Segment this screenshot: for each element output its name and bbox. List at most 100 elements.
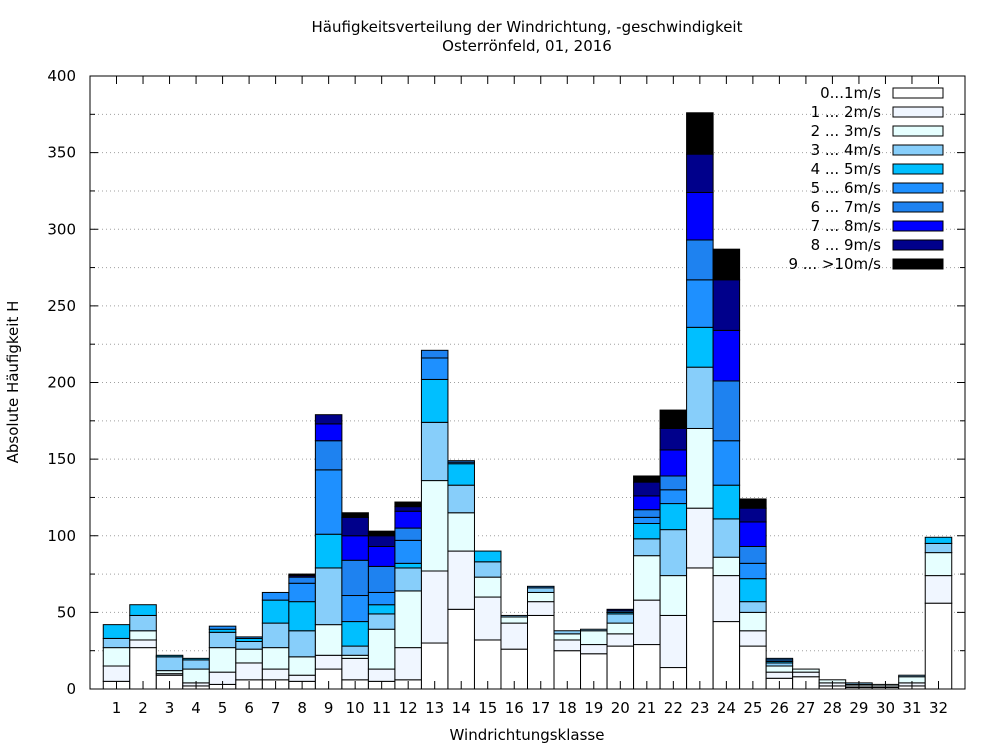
- bar-segment-20-9: [606, 608, 635, 612]
- bar-segment-20-3: [606, 622, 635, 635]
- bar-segment-13-6: [420, 357, 449, 380]
- bar-segment-4-3: [182, 668, 210, 684]
- chart-subtitle: Osterrönfeld, 01, 2016: [442, 37, 612, 55]
- bar-segment-12-7: [394, 527, 422, 541]
- bar-segment-10-9: [341, 516, 369, 537]
- bar-segment-19-2: [580, 644, 608, 655]
- bar-segment-9-3: [314, 624, 343, 656]
- bar-segment-2-3: [129, 630, 157, 641]
- bar-segment-2-2: [129, 639, 157, 649]
- bar-segment-18-3: [553, 633, 582, 641]
- bar-segment-8-6: [288, 582, 316, 603]
- bar-segment-17-2: [527, 601, 555, 616]
- bar-segment-20-2: [606, 633, 635, 647]
- x-tick-label: 7: [271, 699, 281, 717]
- bar-segment-25-7: [739, 545, 767, 564]
- bar-segment-25-8: [739, 521, 767, 547]
- x-tick-label: 19: [584, 699, 603, 717]
- bar-segment-8-3: [288, 656, 316, 676]
- bar-segment-8-10: [288, 573, 316, 577]
- bar-segment-11-8: [367, 545, 396, 567]
- bar-segment-11-4: [367, 613, 396, 630]
- x-tick-label: 27: [796, 699, 815, 717]
- bar-segment-22-9: [659, 427, 688, 451]
- bar-segment-14-7: [447, 460, 475, 463]
- bar-segment-24-2: [712, 575, 741, 623]
- bar-segment-22-4: [659, 529, 688, 577]
- bars: [102, 112, 953, 690]
- bar-segment-2-5: [129, 604, 157, 616]
- bar-segment-24-3: [712, 556, 741, 577]
- x-tick-label: 25: [743, 699, 762, 717]
- bar-segment-22-2: [659, 614, 688, 669]
- bar-segment-10-2: [341, 657, 369, 681]
- x-tick-label: 15: [478, 699, 497, 717]
- bar-segment-12-9: [394, 506, 422, 512]
- legend-swatch: [892, 239, 944, 251]
- bar-segment-16-2: [500, 622, 529, 650]
- bar-segment-26-3: [765, 665, 794, 673]
- bar-segment-13-7: [420, 349, 449, 359]
- bar-segment-14-2: [447, 550, 475, 610]
- bar-segment-24-10: [712, 248, 741, 281]
- x-tick-label: 12: [399, 699, 418, 717]
- bar-segment-24-5: [712, 484, 741, 520]
- bar-segment-1-4: [102, 637, 131, 649]
- x-tick-label: 10: [346, 699, 365, 717]
- bar-segment-18-2: [553, 639, 582, 652]
- bar-segment-21-8: [633, 495, 661, 511]
- x-tick-label: 5: [218, 699, 228, 717]
- x-tick-label: 17: [531, 699, 550, 717]
- bar-segment-24-1: [712, 621, 741, 690]
- x-tick-label: 11: [372, 699, 391, 717]
- legend-label: 0...1m/s: [820, 84, 881, 102]
- bar-segment-13-2: [420, 570, 449, 644]
- bar-segment-32-5: [924, 536, 953, 544]
- bar-segment-10-5: [341, 621, 369, 647]
- bar-segment-22-6: [659, 489, 688, 505]
- legend-label: 4 ... 5m/s: [811, 160, 882, 178]
- legend-swatch: [892, 220, 944, 232]
- bar-segment-21-10: [633, 475, 661, 483]
- x-tick-label: 28: [823, 699, 842, 717]
- bar-segment-12-2: [394, 647, 422, 681]
- bar-segment-17-4: [527, 587, 555, 593]
- bar-segment-16-3: [500, 616, 529, 624]
- y-tick-label: 50: [57, 603, 76, 621]
- bar-segment-12-4: [394, 567, 422, 592]
- bar-segment-9-4: [314, 567, 343, 626]
- bar-segment-9-7: [314, 440, 343, 471]
- bar-segment-11-2: [367, 668, 396, 682]
- bar-segment-7-6: [261, 591, 290, 601]
- bar-segment-12-5: [394, 562, 422, 569]
- bar-segment-3-4: [155, 656, 184, 672]
- bar-segment-12-8: [394, 510, 422, 529]
- bar-segment-11-9: [367, 535, 396, 547]
- bar-segment-25-2: [739, 630, 767, 647]
- bar-segment-31-4: [898, 674, 926, 678]
- bar-segment-19-4: [580, 628, 608, 632]
- bar-segment-2-4: [129, 614, 157, 632]
- bar-segment-18-4: [553, 630, 582, 635]
- y-tick-label: 300: [47, 220, 76, 238]
- bar-segment-32-3: [924, 552, 953, 577]
- bar-segment-26-2: [765, 671, 794, 679]
- bar-segment-16-4: [500, 614, 529, 618]
- bar-segment-9-6: [314, 469, 343, 535]
- bar-segment-11-7: [367, 565, 396, 593]
- bar-segment-23-5: [686, 326, 714, 368]
- x-tick-label: 2: [138, 699, 148, 717]
- bar-segment-7-2: [261, 668, 290, 681]
- bar-segment-21-4: [633, 538, 661, 557]
- legend-label: 9 ... >10m/s: [788, 255, 881, 273]
- bar-segment-14-1: [447, 608, 475, 690]
- y-tick-label: 200: [47, 374, 76, 392]
- x-tick-label: 3: [165, 699, 175, 717]
- bar-segment-17-3: [527, 591, 555, 603]
- bar-segment-17-6: [527, 585, 555, 589]
- bar-segment-6-6: [235, 636, 263, 639]
- bar-segment-3-5: [155, 654, 184, 658]
